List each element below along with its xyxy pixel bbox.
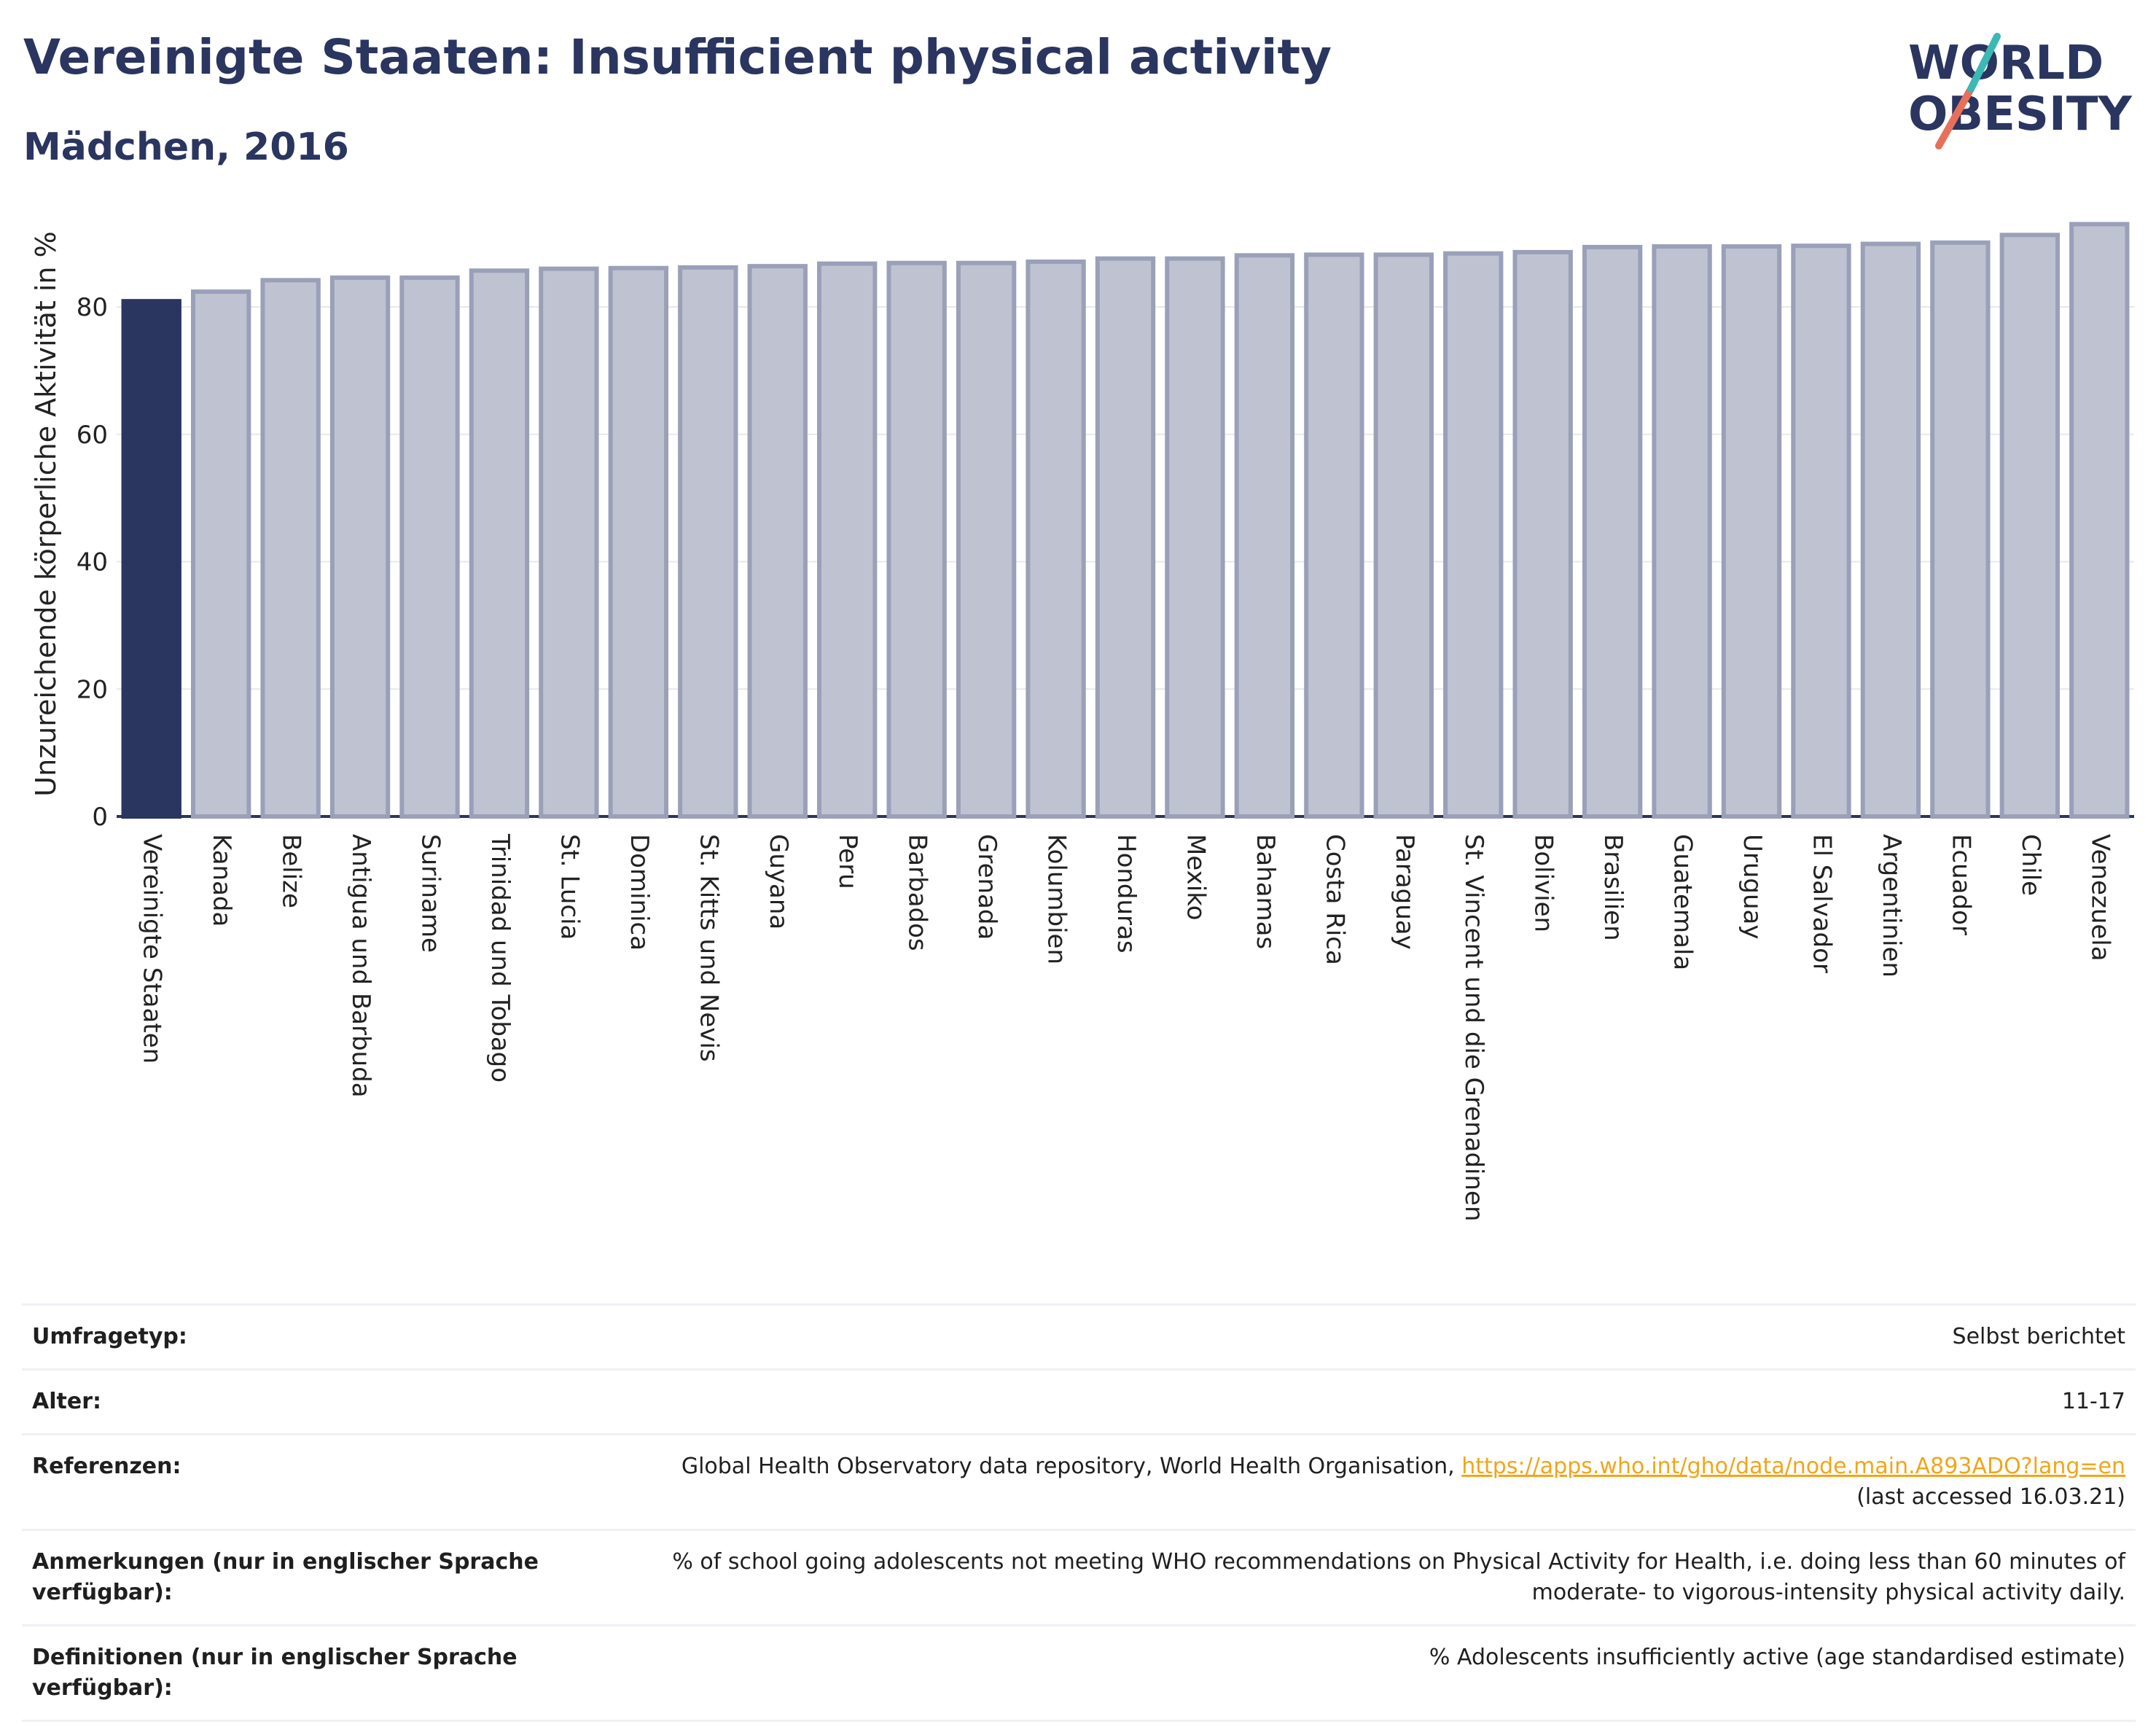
chart-title: Vereinigte Staaten: Insufficient physica… [23, 29, 1332, 85]
bar-costa-rica [1304, 252, 1364, 819]
x-tick-label: Vereinigte Staaten [138, 834, 167, 1064]
bar-honduras [1095, 256, 1156, 819]
bar-brasilien [1582, 244, 1643, 819]
bar-guatemala [1652, 244, 1712, 819]
bar-st-vincent-und-die-grenadinen [1443, 251, 1504, 819]
bar-paraguay [1373, 252, 1434, 819]
x-tick-label: Mexiko [1181, 834, 1210, 921]
bar-trinidad-und-tobago [469, 268, 530, 819]
chart-subtitle: Mädchen, 2016 [23, 125, 349, 169]
x-tick-label: Venezuela [2085, 834, 2114, 962]
bar-st-lucia [539, 266, 599, 819]
x-tick-label: El Salvador [1807, 834, 1836, 973]
x-tick-label: Bahamas [1251, 834, 1280, 949]
notes-row: Anmerkungen (nur in englischer Sprache v… [22, 1529, 2136, 1624]
x-tick-label: Brasilien [1598, 834, 1628, 941]
x-tick-label: Bolivien [1529, 834, 1558, 932]
x-tick-label: Argentinien [1877, 834, 1906, 978]
y-axis-label: Unzureichende körperliche Aktivität in % [30, 231, 62, 796]
x-tick-label: Peru [833, 834, 862, 889]
x-tick-label: St. Kitts und Nevis [694, 834, 723, 1062]
y-tick-label: 80 [77, 293, 108, 322]
bar-suriname [399, 275, 460, 819]
references-text: Global Health Observatory data repositor… [681, 1454, 1455, 1479]
survey-row: Umfragetyp: Selbst berichtet [22, 1303, 2136, 1368]
y-tick-label: 0 [92, 803, 108, 832]
bar-bolivien [1512, 249, 1573, 819]
x-tick-label: Grenada [972, 834, 1001, 940]
x-tick-label: Belize [277, 834, 306, 908]
references-access: (last accessed 16.03.21) [1856, 1484, 2125, 1510]
x-tick-label: St. Vincent und die Grenadinen [1459, 834, 1488, 1221]
bar-peru [817, 261, 878, 819]
y-tick-label: 40 [77, 548, 108, 577]
x-tick-label: Chile [2016, 834, 2045, 896]
bar-grenada [956, 260, 1017, 819]
bar-venezuela [2069, 222, 2130, 819]
bar-ecuador [1930, 240, 1991, 819]
y-tick-label: 20 [77, 675, 108, 704]
bar-mexiko [1165, 256, 1225, 819]
world-obesity-logo: WORLD OBESITY [1908, 33, 2132, 149]
notes-value: % of school going adolescents not meetin… [672, 1549, 2125, 1605]
bar-argentinien [1860, 241, 1921, 819]
info-table: Umfragetyp: Selbst berichtet Alter: 11-1… [22, 1303, 2136, 1722]
bar-belize [260, 278, 321, 819]
x-tick-label: Dominica [625, 834, 654, 951]
x-tick-label: St. Lucia [555, 834, 584, 940]
references-link[interactable]: https://apps.who.int/gho/data/node.main.… [1461, 1454, 2125, 1479]
logo-line1: WORLD [1908, 36, 2104, 90]
definitions-value: % Adolescents insufficiently active (age… [1429, 1645, 2125, 1670]
definitions-label: Definitionen (nur in englischer Sprache … [32, 1645, 517, 1701]
x-tick-label: Kolumbien [1042, 834, 1071, 964]
bar-bahamas [1234, 253, 1295, 819]
y-tick-label: 60 [77, 421, 108, 450]
x-tick-label: Ecuador [1946, 834, 1975, 935]
references-value: Global Health Observatory data repositor… [558, 1451, 2125, 1513]
survey-value: Selbst berichtet [1952, 1324, 2125, 1349]
bar-barbados [886, 260, 947, 819]
x-tick-label: Uruguay [1738, 834, 1767, 940]
age-label: Alter: [32, 1389, 101, 1414]
survey-label: Umfragetyp: [32, 1324, 187, 1349]
definitions-row: Definitionen (nur in englischer Sprache … [22, 1624, 2136, 1722]
x-tick-label: Guatemala [1668, 834, 1698, 970]
bar-chart: 0 20 40 60 80 Vereinigte Staaten Kanada Belize… [30, 222, 2134, 1221]
references-row: Referenzen: Global Health Observatory da… [22, 1433, 2136, 1529]
x-tick-label: Antigua und Barbuda [346, 834, 375, 1098]
x-tick-label: Guyana [764, 834, 793, 929]
x-tick-label: Trinidad und Tobago [485, 833, 515, 1083]
references-label: Referenzen: [32, 1454, 181, 1479]
bar-kolumbien [1026, 260, 1086, 819]
x-tick-label: Costa Rica [1320, 834, 1349, 965]
bar-dominica [608, 265, 669, 819]
bar-vereinigte-staaten [121, 299, 181, 819]
x-tick-label: Barbados [903, 834, 932, 951]
bar-uruguay [1721, 244, 1782, 819]
x-tick-label: Honduras [1112, 834, 1141, 954]
bar-guyana [747, 264, 808, 819]
age-row: Alter: 11-17 [22, 1368, 2136, 1433]
bar-kanada [190, 289, 251, 819]
age-value: 11-17 [2061, 1389, 2125, 1414]
x-tick-label: Paraguay [1390, 834, 1419, 950]
bar-antigua-und-barbuda [329, 275, 391, 819]
x-tick-label: Kanada [207, 834, 236, 927]
notes-label: Anmerkungen (nur in englischer Sprache v… [32, 1549, 539, 1605]
bar-chile [1999, 233, 2061, 819]
bar-el-salvador [1791, 243, 1851, 819]
bar-st-kitts-und-nevis [678, 265, 738, 819]
x-tick-label: Suriname [416, 834, 445, 953]
